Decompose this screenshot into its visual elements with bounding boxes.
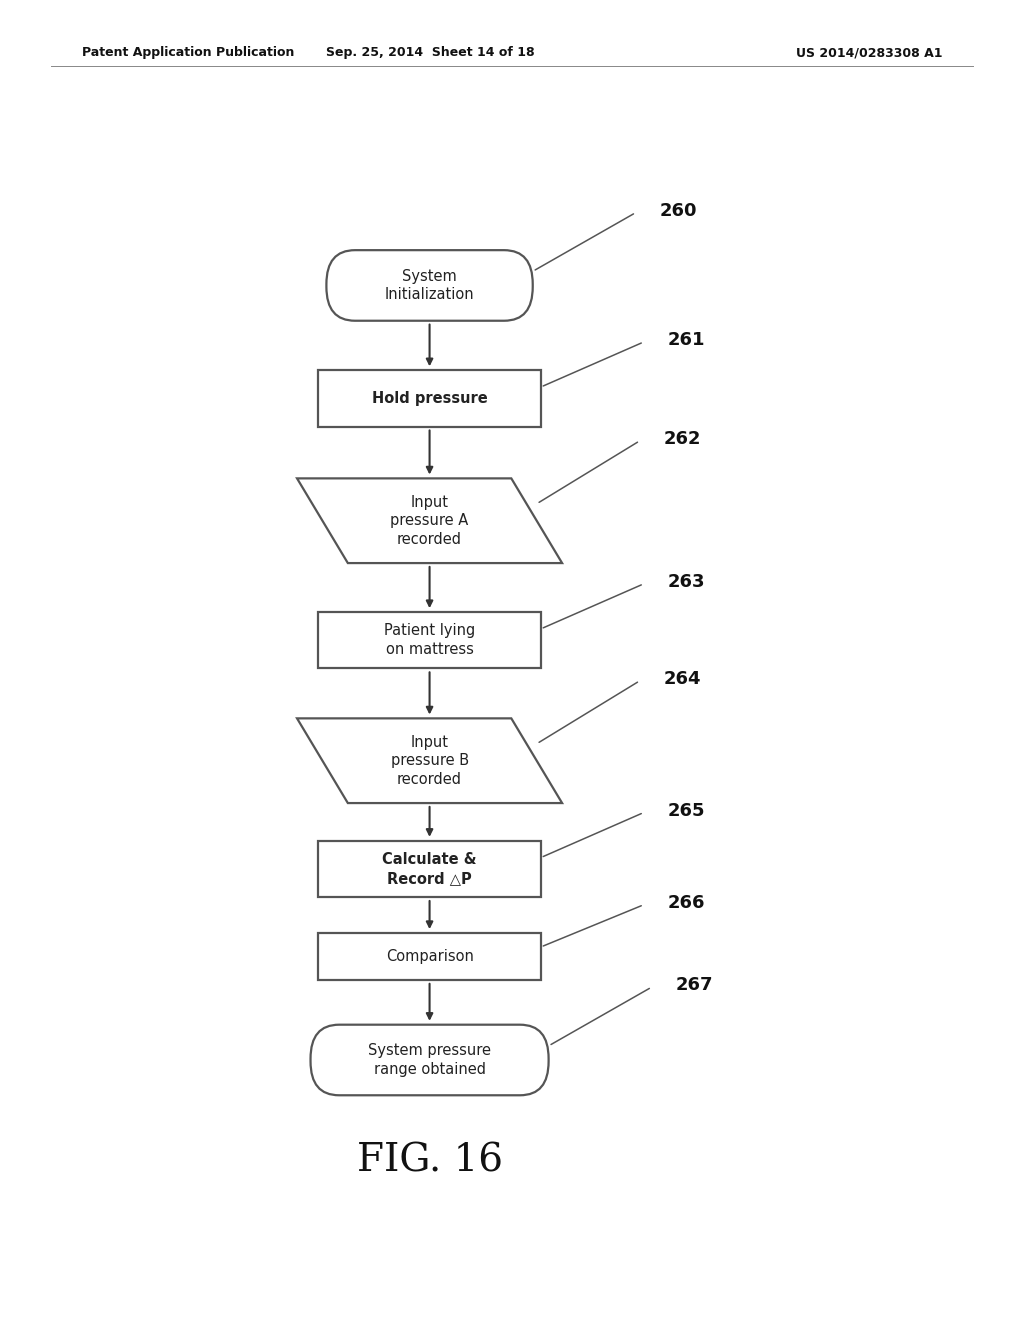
Text: 260: 260 bbox=[659, 202, 697, 219]
Text: 265: 265 bbox=[668, 801, 706, 820]
FancyBboxPatch shape bbox=[310, 1024, 549, 1096]
Polygon shape bbox=[297, 478, 562, 564]
Text: 263: 263 bbox=[668, 573, 706, 591]
Text: System
Initialization: System Initialization bbox=[385, 269, 474, 302]
Text: Input
pressure B
recorded: Input pressure B recorded bbox=[390, 735, 469, 787]
Text: Patent Application Publication: Patent Application Publication bbox=[82, 46, 294, 59]
FancyBboxPatch shape bbox=[327, 251, 532, 321]
Text: Comparison: Comparison bbox=[386, 949, 473, 964]
Text: Hold pressure: Hold pressure bbox=[372, 391, 487, 405]
Text: Input
pressure A
recorded: Input pressure A recorded bbox=[390, 495, 469, 546]
Text: System pressure
range obtained: System pressure range obtained bbox=[368, 1043, 492, 1077]
Text: 266: 266 bbox=[668, 894, 706, 912]
Text: 264: 264 bbox=[664, 669, 701, 688]
Text: Patient lying
on mattress: Patient lying on mattress bbox=[384, 623, 475, 657]
FancyBboxPatch shape bbox=[318, 612, 541, 668]
Text: US 2014/0283308 A1: US 2014/0283308 A1 bbox=[796, 46, 942, 59]
FancyBboxPatch shape bbox=[318, 841, 541, 898]
Text: Calculate &
Record △P: Calculate & Record △P bbox=[382, 853, 477, 886]
Text: 262: 262 bbox=[664, 430, 701, 447]
Text: Sep. 25, 2014  Sheet 14 of 18: Sep. 25, 2014 Sheet 14 of 18 bbox=[326, 46, 535, 59]
Text: 261: 261 bbox=[668, 331, 706, 348]
Text: 267: 267 bbox=[676, 977, 713, 994]
Polygon shape bbox=[297, 718, 562, 803]
FancyBboxPatch shape bbox=[318, 933, 541, 979]
FancyBboxPatch shape bbox=[318, 370, 541, 426]
Text: FIG. 16: FIG. 16 bbox=[356, 1142, 503, 1179]
